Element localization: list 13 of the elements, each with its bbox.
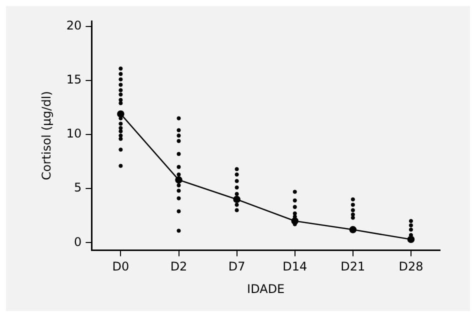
x-tick-label: D0: [112, 260, 130, 274]
y-tick-label: 15: [66, 72, 82, 87]
x-tick-label: D2: [170, 260, 188, 274]
y-tick-label: 20: [66, 18, 82, 33]
x-tick-label: D28: [398, 260, 424, 274]
x-axis-title: IDADE: [247, 282, 285, 296]
y-tick-label: 5: [74, 180, 82, 195]
y-tick-label: 10: [66, 126, 82, 141]
x-tick-label: D21: [340, 260, 366, 274]
y-tick-label: 0: [74, 234, 82, 249]
x-tick-label: D14: [282, 260, 308, 274]
y-axis-title: Cortisol (µg/dl): [39, 91, 54, 180]
x-tick-label: D7: [228, 260, 246, 274]
